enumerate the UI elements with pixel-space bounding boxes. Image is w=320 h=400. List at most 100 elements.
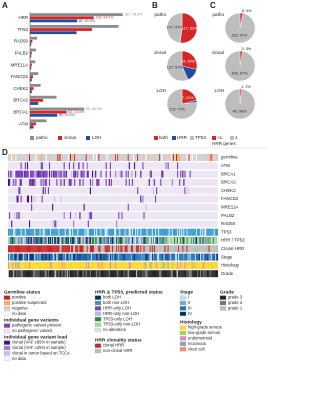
heatmap-cell [111,154,114,161]
heatmap-cell [163,261,165,269]
heatmap-cell [72,237,74,244]
heatmap-cell [77,261,79,269]
heatmap-cell [16,212,18,220]
heatmap-cell [84,237,86,244]
heatmap-cell [171,237,173,244]
heatmap-cell [163,154,165,161]
heatmap-cell [155,253,157,261]
heatmap-cell [59,253,61,261]
heatmap-cell [89,178,91,186]
heatmap-cell [81,154,83,161]
heatmap-cell [117,253,119,261]
heatmap-cell [176,228,178,236]
heatmap-cell [47,154,49,161]
heatmap-cell [75,212,77,220]
legend-swatch [94,300,102,306]
heatmap-cell [153,237,156,244]
heatmap-cell [200,245,202,253]
heatmap-cell [87,170,89,178]
heatmap-cell [96,228,98,236]
heatmap-cell [19,253,21,261]
heatmap-cell [44,170,46,178]
heatmap-cell [95,170,97,178]
heatmap-cell [55,237,57,244]
heatmap-cell [180,261,182,269]
heatmap-cell [143,270,145,278]
heatmap-cell [120,261,122,269]
heatmap-cell [181,253,183,261]
heatmap-cell [72,228,74,236]
heatmap-cell [82,261,84,269]
heatmap-cell [108,245,110,253]
legend-title: Stage [180,289,193,295]
legend-label: positive [12,295,27,300]
heatmap-cell [45,270,47,278]
heatmap-cell [79,270,81,278]
heatmap-cell [43,178,45,186]
heatmap-cell [66,270,68,278]
legend-label: no data [12,311,27,316]
heatmap-cell [185,253,187,261]
heatmap-cell [59,178,61,186]
heatmap-cell [168,245,170,253]
heatmap-cell [9,154,11,161]
heatmap-cell [97,178,99,186]
heatmap-cell [53,261,55,269]
heatmap-cell [168,237,170,244]
heatmap-cell [29,261,31,269]
heatmap-cell [17,154,19,161]
heatmap-cell [150,154,152,161]
heatmap-cell [97,270,99,278]
heatmap-cell [78,261,80,269]
row-background [8,195,218,203]
legend-swatch [179,295,187,300]
heatmap-cell [99,253,101,261]
heatmap-cell [125,154,127,161]
heatmap-cell [126,237,128,244]
heatmap-cell [63,253,65,261]
heatmap-cell [20,162,22,170]
heatmap-cell [194,237,196,244]
heatmap-cell [41,261,43,269]
heatmap-cell [58,253,60,261]
heatmap-cell [16,270,18,278]
heatmap-cell [109,162,111,170]
heatmap-cell [79,228,81,236]
category-label: ATM [19,121,28,126]
heatmap-cell [141,154,143,161]
heatmap-cell [20,270,22,278]
heatmap-cell [140,228,142,236]
heatmap-cell [184,187,186,195]
heatmap-cell [132,237,135,244]
heatmap-cell [98,178,100,186]
heatmap-cell [10,228,12,236]
heatmap-cell [69,237,72,244]
heatmap-cell [42,154,44,161]
heatmap-cell [151,245,153,253]
heatmap-cell [174,228,177,236]
heatmap-cell [40,154,42,161]
heatmap-cell [130,228,132,236]
heatmap-cell [198,270,200,278]
heatmap-cell [73,220,75,228]
heatmap-cell [39,170,41,178]
heatmap-cell [73,162,75,170]
heatmap-cell [27,261,30,269]
heatmap-cell [139,228,141,236]
legend-label: pathogenic variant present [12,323,62,328]
pie-slice [224,12,256,44]
heatmap-cell [105,154,107,161]
heatmap-cell [156,228,158,236]
heatmap-cell [40,228,42,236]
heatmap-cell [152,228,154,236]
heatmap-cell [162,170,164,178]
legend-swatch [94,348,102,354]
heatmap-cell [125,237,127,244]
heatmap-cell [123,270,125,278]
heatmap-cell [179,245,181,253]
heatmap-cell [107,253,109,261]
heatmap-cell [116,220,118,228]
heatmap-cell [63,237,65,244]
heatmap-cell [77,154,79,161]
heatmap-cell [216,253,219,261]
